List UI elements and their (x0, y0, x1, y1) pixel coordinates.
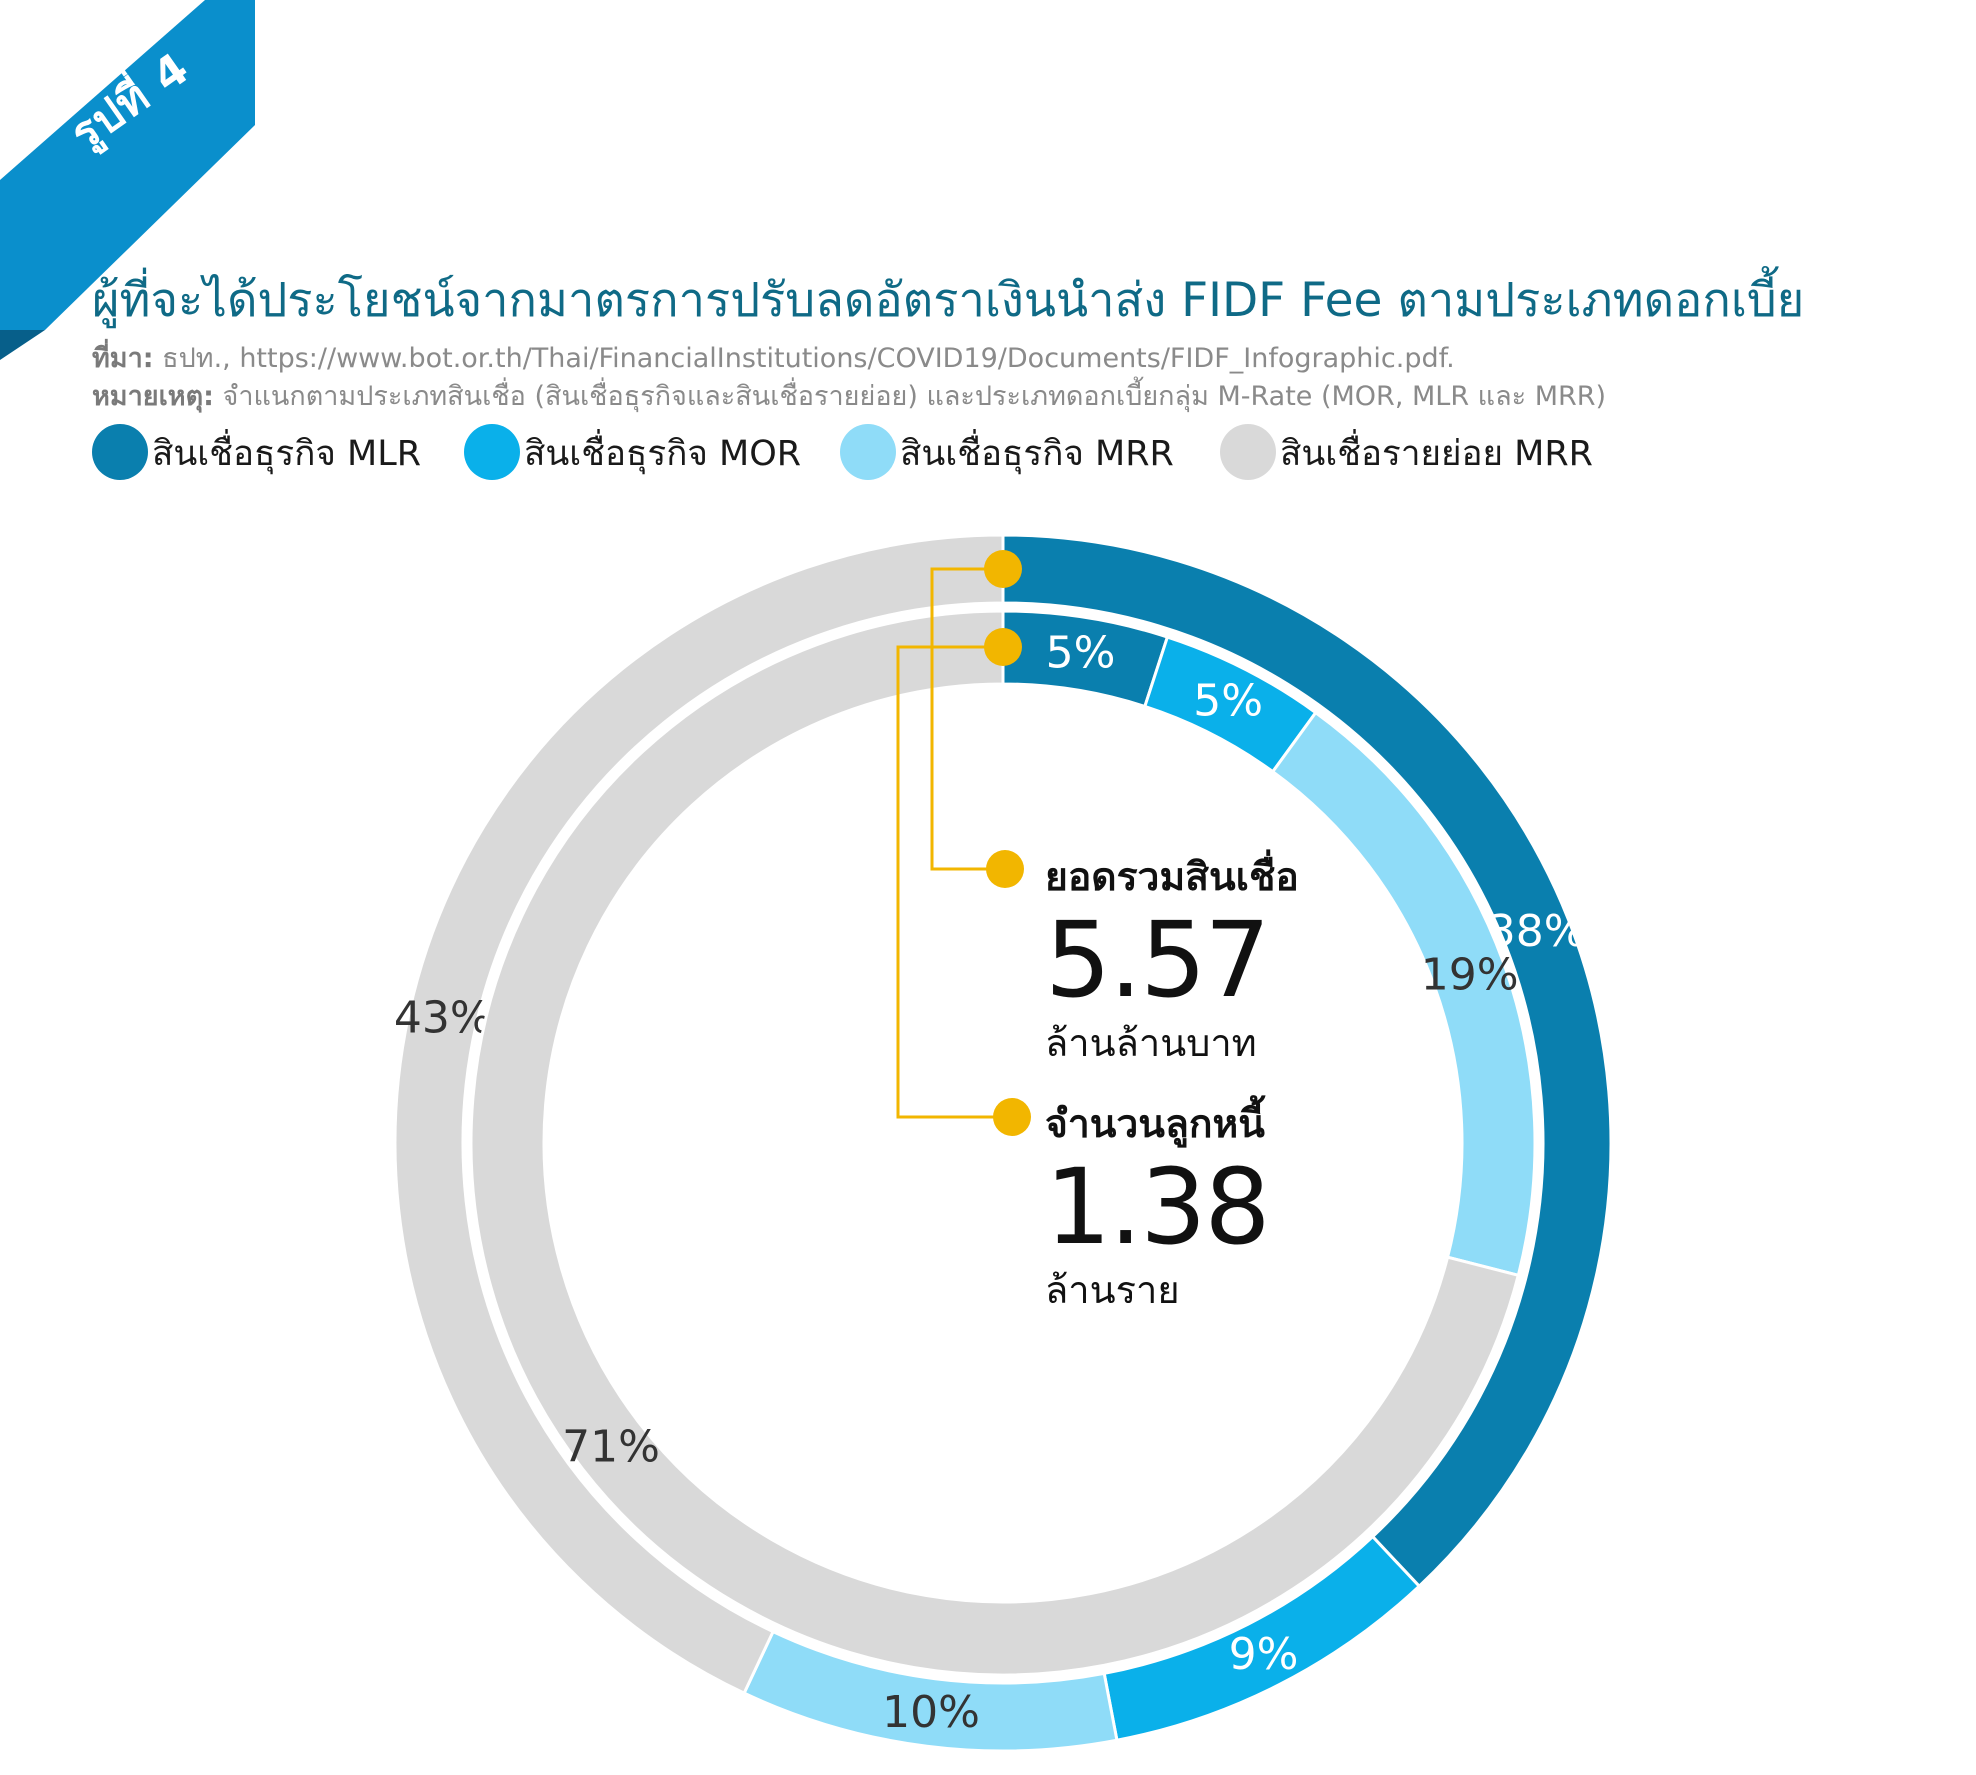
outer-label-business-mlr: 38% (1488, 906, 1586, 957)
note-label: หมายเหตุ: (92, 381, 214, 412)
note-text: จำแนกตามประเภทสินเชื่อ (สินเชื่อธุรกิจแล… (222, 381, 1607, 412)
source-label: ที่มา: (92, 343, 154, 374)
debtors-block: จำนวนลูกหนี้ 1.38 ล้านราย (1045, 1093, 1271, 1320)
legend-label-retail-mrr: สินเชื่อรายย่อย MRR (1280, 434, 1593, 474)
connector-dot-debtors (993, 1098, 1031, 1136)
inner-slice-retail-mrr (469, 609, 1521, 1677)
legend-label-business-mor: สินเชื่อธุรกิจ MOR (524, 434, 802, 474)
total-loans-value: 5.57 (1045, 899, 1271, 1021)
legend: สินเชื่อธุรกิจ MLR สินเชื่อธุรกิจ MOR สิ… (92, 420, 1792, 480)
debtors-value: 1.38 (1045, 1146, 1271, 1268)
connector-outer-ring (930, 567, 1005, 871)
outer-label-business-mrr: 10% (882, 1687, 980, 1738)
debtors-heading: จำนวนลูกหนี้ (1045, 1102, 1265, 1147)
outer-label-business-mor: 9% (1229, 1629, 1299, 1680)
legend-swatch-business-mlr (92, 424, 148, 480)
total-loans-heading: ยอดรวมสินเชื่อ (1045, 855, 1299, 900)
legend-swatch-business-mor (464, 424, 520, 480)
figure-label-ribbon (0, 0, 255, 360)
inner-label-business-mor: 5% (1193, 676, 1263, 727)
total-loans-unit: ล้านล้านบาท (1045, 1021, 1257, 1065)
total-loans-block: ยอดรวมสินเชื่อ 5.57 ล้านล้านบาท (1045, 846, 1299, 1073)
legend-swatch-business-mrr (840, 424, 896, 480)
legend-swatch-retail-mrr (1220, 424, 1276, 480)
connector-dot-inner-ring (984, 628, 1022, 666)
source-text: ธปท., https://www.bot.or.th/Thai/Financi… (162, 343, 1455, 374)
outer-label-retail-mrr: 43% (394, 992, 492, 1043)
chart-title: ผู้ที่จะได้ประโยชน์จากมาตรการปรับลดอัตรา… (92, 273, 1805, 328)
inner-label-retail-mrr: 71% (562, 1422, 660, 1473)
debtors-unit: ล้านราย (1045, 1268, 1180, 1312)
connector-dot-outer-ring (984, 550, 1022, 588)
legend-label-business-mlr: สินเชื่อธุรกิจ MLR (152, 434, 422, 474)
connector-dot-total-loans (986, 850, 1024, 888)
outer-slice-retail-mrr (393, 533, 1005, 1696)
note-line: หมายเหตุ: จำแนกตามประเภทสินเชื่อ (สินเชื… (92, 374, 1606, 417)
inner-label-business-mrr: 19% (1421, 949, 1519, 1000)
connector-inner-ring (896, 645, 1012, 1119)
inner-label-business-mlr: 5% (1046, 628, 1116, 679)
source-line: ที่มา: ธปท., https://www.bot.or.th/Thai/… (92, 336, 1455, 379)
legend-label-business-mrr: สินเชื่อธุรกิจ MRR (900, 434, 1174, 474)
